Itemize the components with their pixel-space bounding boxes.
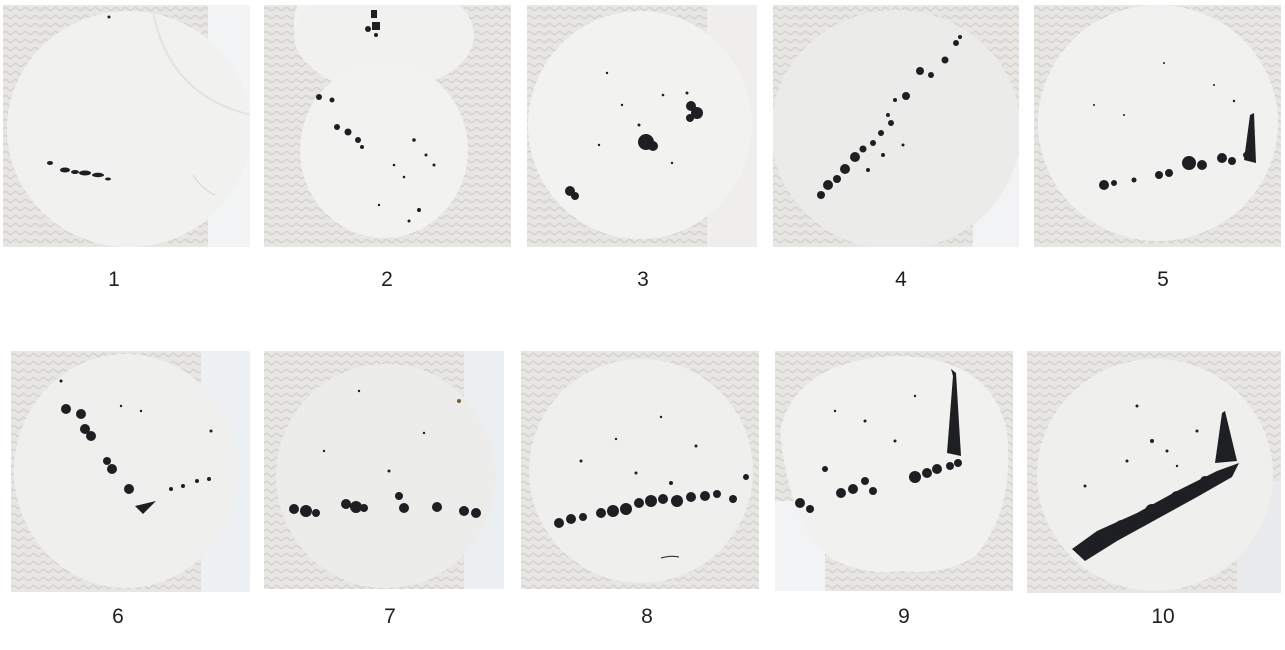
filter-paper-disc [7,11,250,247]
panel-label-6: 6 [112,605,124,628]
particle-deposit [565,71,703,200]
filter-paper-photo-8 [521,351,759,589]
filter-paper-photo-6 [11,351,250,592]
particle-deposit [289,389,481,518]
filter-paper-photo-2 [264,5,511,247]
particle-deposit [554,415,749,559]
particle-deposit [795,369,962,513]
photo-panel-10 [1027,351,1281,593]
photo-panel-6 [11,351,250,592]
photo-panel-8 [521,351,759,589]
panel-label-10: 10 [1151,605,1175,628]
filter-paper-disc [1038,5,1278,241]
particle-deposit [47,15,111,181]
filter-paper-photo-10 [1027,351,1281,593]
filter-paper-disc [294,5,474,90]
particle-deposit [316,10,436,223]
photo-panel-1 [3,5,250,247]
panel-label-5: 5 [1157,268,1169,291]
filter-paper-photo-1 [3,5,250,247]
filter-paper-photo-7 [264,351,504,589]
photo-panel-5 [1034,5,1281,247]
panel-label-3: 3 [637,268,649,291]
photo-panel-4 [773,5,1019,247]
filter-paper-disc [276,364,496,588]
filter-paper-photo-9 [775,351,1013,591]
particle-deposit [1093,62,1256,190]
panel-label-1: 1 [108,268,120,291]
filter-paper-disc [780,356,1009,573]
panel-label-8: 8 [641,605,653,628]
filter-paper-photo-3 [527,5,757,247]
filter-paper-photo-4 [773,5,1019,247]
photo-panel-2 [264,5,511,247]
panel-label-9: 9 [898,605,910,628]
particle-deposit [59,379,213,514]
filter-paper-disc [529,359,753,583]
filter-paper-disc [300,62,468,238]
particle-deposit [1072,404,1239,561]
filter-paper-disc [773,10,1019,247]
filter-paper-disc [1037,359,1273,591]
filter-paper-disc [14,354,238,588]
filter-paper-photo-5 [1034,5,1281,247]
panel-label-2: 2 [381,268,393,291]
photo-panel-3 [527,5,757,247]
photo-panel-9 [775,351,1013,591]
particle-deposit [817,35,962,199]
photo-panel-7 [264,351,504,589]
panel-label-4: 4 [895,268,907,291]
panel-label-7: 7 [384,605,396,628]
